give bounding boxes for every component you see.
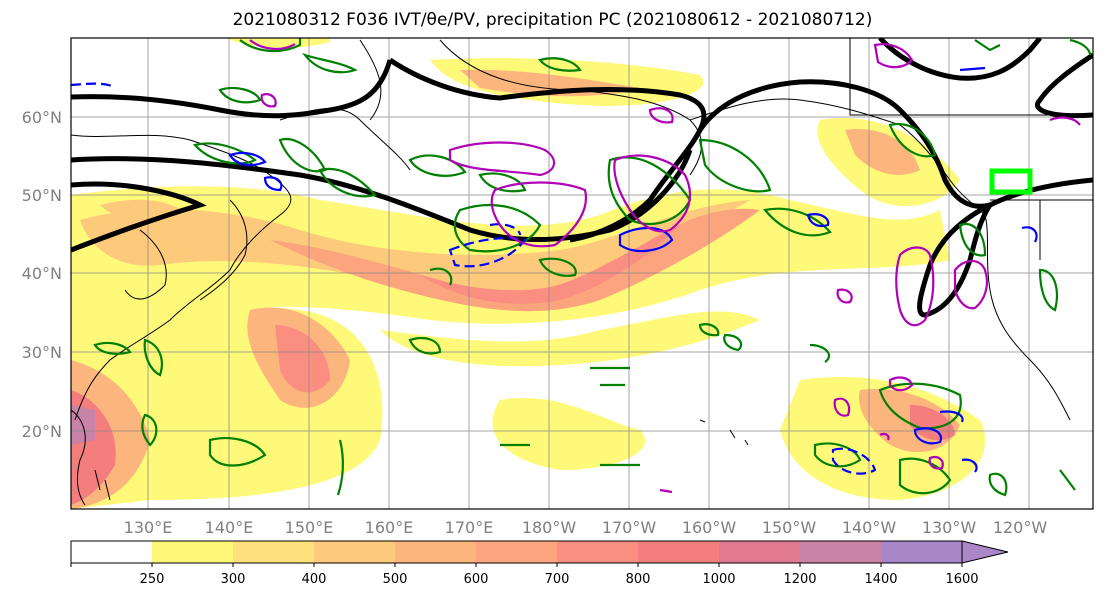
lon-label: 140°E [205,518,254,537]
map-frame [70,37,1094,510]
lat-label: 50°N [22,186,62,205]
lon-label: 140°W [842,518,897,537]
target-region-box [989,168,1033,195]
colorbar-segment [233,541,315,563]
lat-label: 30°N [22,343,62,362]
lon-label: 120°W [993,518,1048,537]
lat-label: 60°N [22,108,62,127]
colorbar-segment [557,541,639,563]
lon-label: 160°E [365,518,414,537]
colorbar-tick-label: 1200 [783,572,816,587]
colorbar-tick-label: 1600 [945,572,978,587]
precip-pc-contours [249,39,1081,494]
latitude-labels: 60°N 50°N 40°N 30°N 20°N [22,108,62,441]
theta-e-contours [71,38,1093,318]
colorbar-tick-label: 500 [383,572,408,587]
ivt-colorbar: 250 300 400 500 600 700 800 1000 1200 1400 1600 [70,540,1009,587]
pv-negative-contours [71,66,1038,475]
colorbar-segment [638,541,720,563]
colorbar-segment [719,541,801,563]
colorbar-segment [395,541,477,563]
colorbar-extend-arrow [961,540,1009,564]
colorbar-segment [476,541,558,563]
colorbar-tick-label: 700 [545,572,570,587]
ivt-shading [71,38,986,509]
pv-positive-contours [93,38,1092,497]
colorbar-segment [800,541,882,563]
lon-label: 150°W [762,518,817,537]
colorbar-outline [70,540,962,564]
colorbar-tick-label: 600 [464,572,489,587]
lon-label: 130°W [922,518,977,537]
lat-label: 20°N [22,422,62,441]
lat-label: 40°N [22,264,62,283]
colorbar-tick-label: 800 [626,572,651,587]
lon-label: 170°W [602,518,657,537]
lon-label: 130°E [124,518,173,537]
colorbar-tick-label: 300 [221,572,246,587]
lon-label: 160°W [682,518,737,537]
colorbar-segment [314,541,396,563]
longitude-labels: 130°E 140°E 150°E 160°E 170°E 180°W 170°… [124,518,1048,537]
lon-label: 170°E [445,518,494,537]
colorbar-segment [152,541,234,563]
colorbar-tick-label: 1000 [702,572,735,587]
lon-label: 150°E [285,518,334,537]
lon-label: 180°W [522,518,577,537]
figure-title: 2021080312 F036 IVT/θe/PV, precipitation… [232,10,873,30]
colorbar-tick-label: 250 [140,572,165,587]
colorbar-segment [71,541,153,563]
colorbar-segment [881,541,963,563]
colorbar-tick-label: 1400 [864,572,897,587]
colorbar-tick-label: 400 [302,572,327,587]
